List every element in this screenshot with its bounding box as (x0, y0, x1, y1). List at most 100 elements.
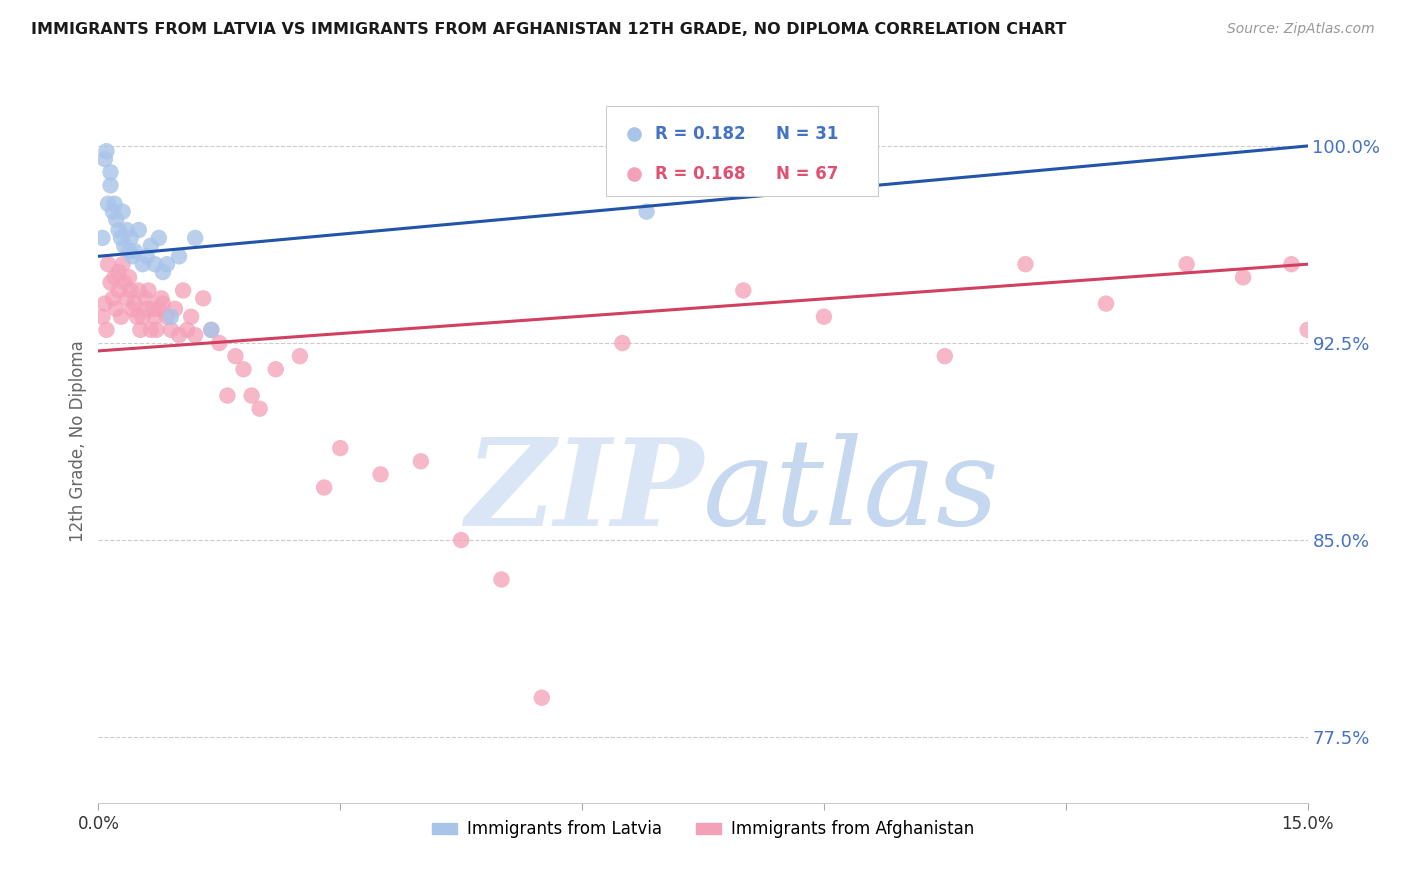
Text: R = 0.182: R = 0.182 (655, 125, 745, 143)
Point (530, 690, 553, 705)
Point (145, 323, 167, 337)
Point (172, 284, 194, 298)
Point (110, 231, 132, 245)
Point (152, 296, 174, 310)
Point (138, 284, 160, 298)
Point (101, 204, 124, 219)
Point (134, 291, 156, 305)
Point (139, 239, 162, 253)
Point (148, 301, 170, 316)
Point (100, 178, 122, 193)
Point (1095, 296, 1118, 310)
Point (111, 257, 134, 271)
Point (156, 257, 179, 271)
Point (128, 223, 150, 237)
Point (240, 388, 263, 402)
Point (120, 231, 142, 245)
Point (176, 323, 198, 337)
Point (152, 265, 174, 279)
Legend: Immigrants from Latvia, Immigrants from Afghanistan: Immigrants from Latvia, Immigrants from … (426, 814, 980, 845)
Point (288, 349, 311, 363)
Point (96, 145, 118, 159)
Point (100, 165, 122, 179)
Point (156, 310, 179, 324)
Point (120, 284, 142, 298)
Point (200, 323, 222, 337)
Y-axis label: 12th Grade, No Diploma: 12th Grade, No Diploma (69, 341, 87, 542)
Point (813, 310, 835, 324)
Point (1281, 257, 1303, 271)
FancyBboxPatch shape (606, 105, 879, 196)
Point (148, 231, 170, 245)
Point (184, 328, 207, 343)
Text: R = 0.168: R = 0.168 (655, 165, 745, 183)
Point (184, 231, 207, 245)
Point (112, 239, 135, 253)
Point (142, 301, 165, 316)
Point (491, 573, 513, 587)
Point (612, 336, 634, 351)
Point (128, 284, 150, 298)
Point (103, 196, 125, 211)
Point (135, 301, 157, 316)
Point (105, 212, 128, 227)
Point (111, 204, 134, 219)
Text: N = 67: N = 67 (776, 165, 838, 183)
Point (1014, 257, 1036, 271)
Point (139, 323, 162, 337)
Point (160, 323, 183, 337)
Point (124, 296, 146, 310)
Point (118, 270, 141, 285)
Point (121, 249, 143, 263)
Point (329, 441, 352, 455)
Point (101, 291, 124, 305)
Point (1296, 323, 1319, 337)
Point (115, 223, 138, 237)
Point (150, 291, 173, 305)
Point (163, 301, 186, 316)
Point (107, 284, 129, 298)
Text: Source: ZipAtlas.com: Source: ZipAtlas.com (1227, 22, 1375, 37)
Point (135, 249, 157, 263)
Point (217, 388, 239, 402)
Point (167, 249, 190, 263)
Point (193, 291, 215, 305)
Text: N = 31: N = 31 (776, 125, 838, 143)
Point (167, 328, 190, 343)
Point (314, 481, 336, 495)
Point (232, 362, 254, 376)
Point (636, 204, 658, 219)
Point (100, 276, 122, 290)
Point (115, 291, 138, 305)
Text: atlas: atlas (703, 434, 1000, 551)
Text: ZIP: ZIP (465, 433, 703, 551)
Point (1175, 257, 1198, 271)
Point (121, 301, 143, 316)
Point (124, 244, 146, 258)
Point (97, 257, 120, 271)
Point (91, 231, 114, 245)
Point (94, 296, 117, 310)
Point (127, 310, 149, 324)
Point (143, 310, 166, 324)
Point (132, 310, 155, 324)
Point (103, 270, 125, 285)
Point (129, 323, 152, 337)
Point (118, 244, 141, 258)
Point (105, 301, 128, 316)
Point (249, 401, 271, 416)
Point (1232, 270, 1254, 285)
Point (450, 533, 472, 547)
Point (94, 152, 117, 166)
Point (370, 467, 392, 482)
Point (200, 323, 222, 337)
Point (264, 362, 287, 376)
Point (97, 196, 120, 211)
Point (143, 257, 166, 271)
Point (934, 349, 956, 363)
Point (107, 265, 129, 279)
Point (132, 257, 155, 271)
Point (180, 310, 202, 324)
Point (208, 336, 231, 351)
Point (160, 310, 183, 324)
